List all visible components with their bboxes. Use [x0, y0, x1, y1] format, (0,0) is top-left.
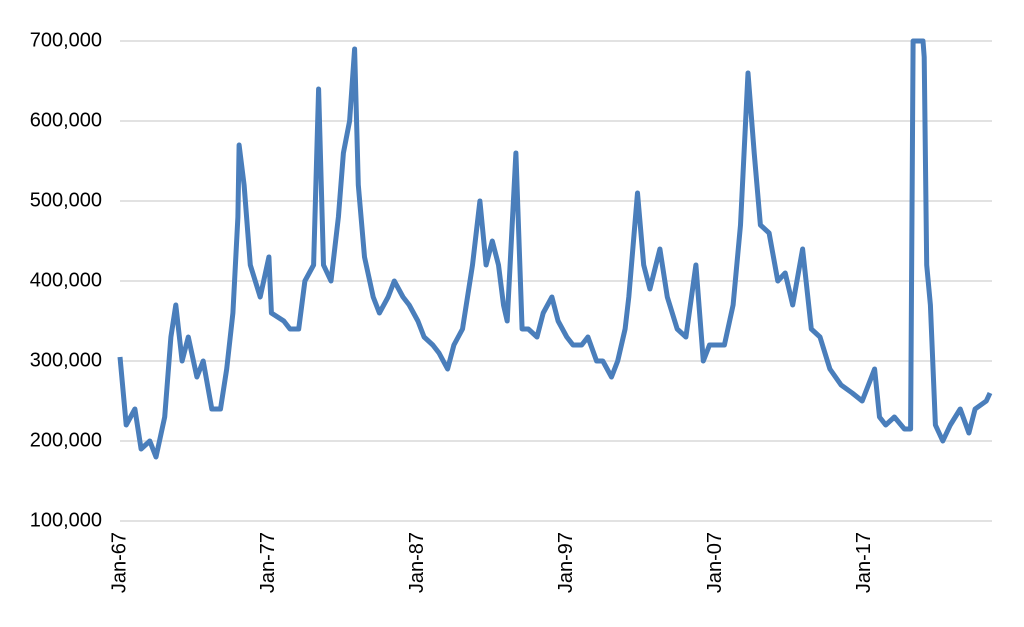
x-tick-label: Jan-87	[406, 532, 428, 593]
y-tick-label: 700,000	[30, 29, 102, 51]
y-tick-label: 300,000	[30, 349, 102, 371]
x-tick-label: Jan-07	[704, 532, 726, 593]
x-tick-label: Jan-67	[108, 532, 130, 593]
y-tick-label: 100,000	[30, 509, 102, 531]
x-tick-label: Jan-77	[257, 532, 279, 593]
y-tick-label: 500,000	[30, 189, 102, 211]
line	[117, 38, 993, 460]
y-tick-label: 400,000	[30, 269, 102, 291]
x-tick-label: Jan-17	[853, 532, 875, 593]
y-tick-label: 600,000	[30, 109, 102, 131]
y-tick-label: 200,000	[30, 429, 102, 451]
x-tick-label: Jan-97	[555, 532, 577, 593]
